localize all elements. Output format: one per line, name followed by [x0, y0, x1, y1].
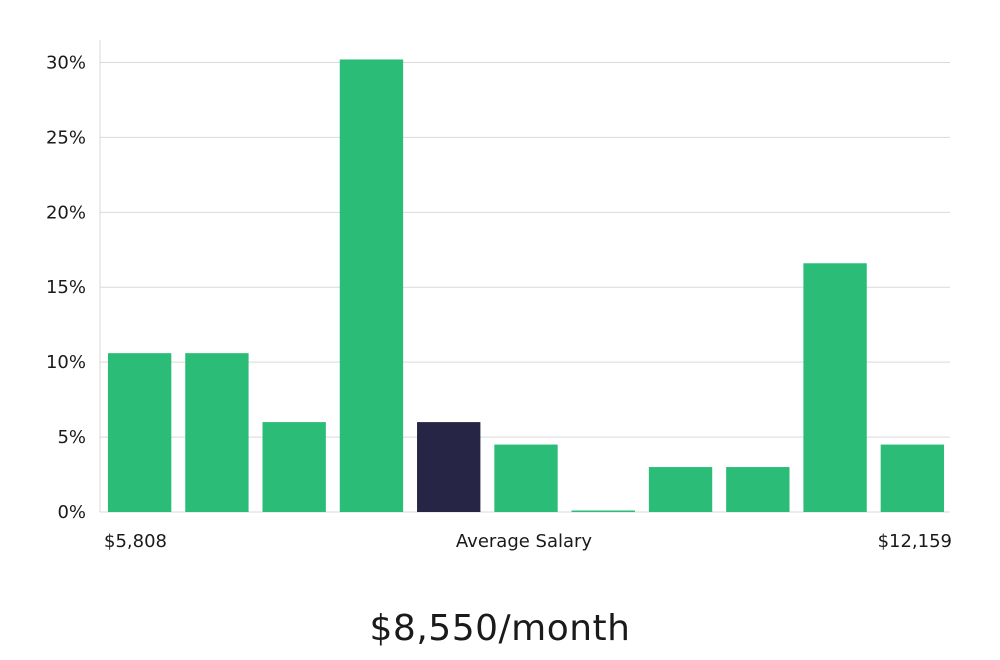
- bar: [494, 444, 558, 512]
- bar: [726, 467, 790, 512]
- bar: [185, 353, 249, 512]
- average-salary-headline: $8,550/month: [369, 608, 631, 649]
- bar: [107, 353, 172, 512]
- salary-histogram-chart: 0% 5% 10% 15% 20% 25% 30% $5,808 Average Salar…: [46, 40, 952, 552]
- x-axis-title: Average Salary: [456, 531, 593, 552]
- x-min-label: $5,808: [104, 531, 167, 552]
- bar: [339, 59, 404, 512]
- y-tick-label: 5%: [57, 427, 86, 448]
- bar-average-salary: [417, 422, 481, 512]
- y-tick-label: 10%: [46, 352, 86, 373]
- y-tick-label: 0%: [57, 502, 86, 523]
- bar: [262, 422, 326, 512]
- bars: [107, 59, 945, 512]
- x-max-label: $12,159: [878, 531, 952, 552]
- y-tick-label: 25%: [46, 127, 86, 148]
- bar: [880, 444, 945, 512]
- y-tick-label: 15%: [46, 277, 86, 298]
- bar: [571, 510, 635, 512]
- y-tick-label: 30%: [46, 52, 86, 73]
- bar: [648, 467, 713, 512]
- bar: [803, 263, 867, 512]
- y-tick-label: 20%: [46, 202, 86, 223]
- y-axis-tick-labels: 0% 5% 10% 15% 20% 25% 30%: [46, 52, 86, 523]
